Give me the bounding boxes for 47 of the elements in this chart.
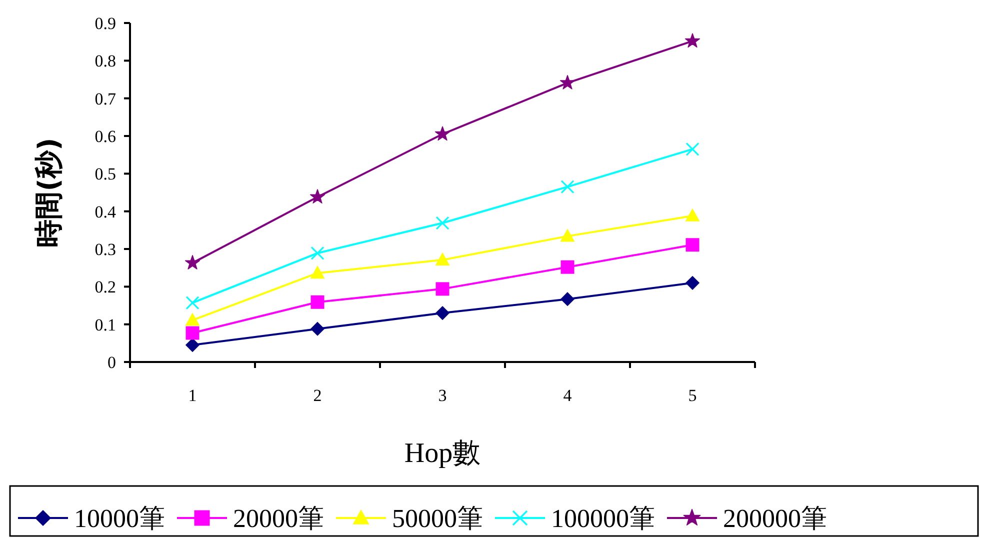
point [560, 229, 574, 242]
x-axis-title: Hop數 [404, 438, 481, 469]
point [686, 142, 700, 156]
y-tick-label: 0.6 [94, 127, 116, 146]
point [434, 126, 450, 141]
point [560, 260, 574, 274]
point [186, 296, 200, 310]
point [310, 246, 324, 260]
y-tick-label: 0.1 [94, 315, 116, 334]
point [186, 338, 200, 352]
x-tick-label: 4 [563, 386, 572, 405]
point [686, 238, 700, 252]
y-tick-label: 0.2 [94, 278, 116, 297]
y-tick-label: 0.3 [94, 240, 116, 259]
legend-label: 100000筆 [551, 504, 655, 533]
point [310, 295, 324, 309]
x-tick-label: 5 [688, 386, 697, 405]
legend-label: 200000筆 [723, 504, 827, 533]
point [436, 253, 450, 266]
point [560, 292, 574, 306]
point [560, 74, 576, 90]
y-tick-label: 0 [108, 353, 116, 372]
point [310, 266, 324, 279]
point [436, 216, 450, 230]
y-tick-label: 0.8 [94, 52, 116, 71]
y-tick-label: 0.9 [94, 14, 116, 33]
legend-label: 20000筆 [233, 504, 324, 533]
point [686, 209, 700, 222]
point [436, 282, 450, 296]
point [310, 322, 324, 336]
y-tick-label: 0.5 [94, 164, 116, 184]
point [560, 180, 574, 194]
x-tick-label: 3 [438, 386, 447, 405]
x-tick-label: 1 [188, 386, 197, 405]
legend-label: 10000筆 [74, 504, 165, 533]
point [310, 189, 326, 204]
x-tick-label: 2 [313, 386, 322, 405]
legend-label: 50000筆 [392, 504, 483, 533]
y-tick-label: 0.7 [94, 89, 116, 108]
point [436, 306, 450, 320]
point [186, 313, 200, 326]
point [686, 276, 700, 290]
point [184, 255, 200, 270]
y-axis-title: 時間(秒) [32, 138, 65, 248]
y-tick-label: 0.4 [94, 202, 116, 222]
point [186, 326, 200, 340]
point [684, 33, 700, 48]
